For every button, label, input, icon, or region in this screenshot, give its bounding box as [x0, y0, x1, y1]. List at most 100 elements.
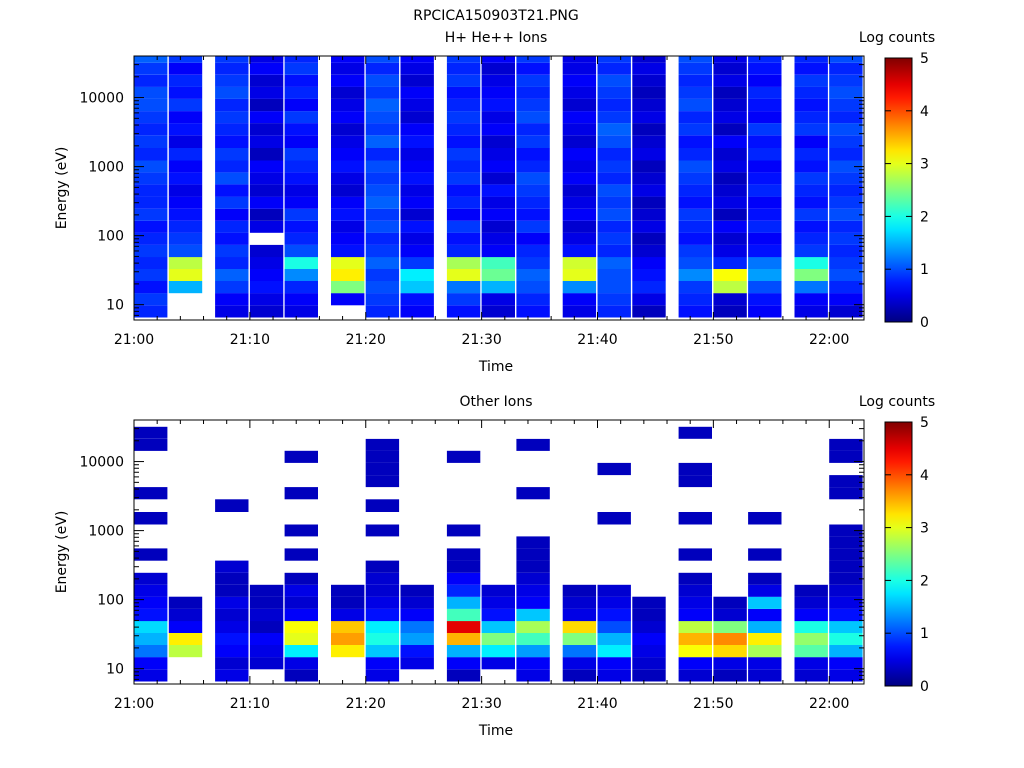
heatmap-cell	[748, 86, 782, 99]
heatmap-cell	[134, 257, 168, 269]
heatmap-cell	[168, 208, 203, 221]
heatmap-cell	[748, 56, 782, 63]
heatmap-cell	[829, 111, 863, 124]
heatmap-cell	[134, 98, 168, 112]
heatmap-cell	[400, 584, 434, 597]
heatmap-cell	[168, 98, 203, 112]
heatmap-cell	[516, 608, 550, 622]
heatmap-cell	[400, 62, 434, 75]
heatmap-cell	[678, 98, 712, 112]
heatmap-cell	[748, 123, 782, 136]
heatmap-cell	[794, 172, 828, 185]
heatmap-cell	[134, 269, 168, 281]
heatmap-cells	[134, 56, 863, 318]
heatmap-cell	[134, 232, 168, 245]
colorbar-tick-label: 4	[920, 104, 929, 120]
heatmap-cell	[678, 584, 712, 597]
heatmap-cell	[284, 548, 318, 561]
heatmap-cell	[249, 184, 284, 197]
heatmap-cell	[794, 184, 828, 197]
heatmap-cell	[829, 608, 863, 622]
heatmap-cell	[829, 657, 863, 670]
heatmap-cell	[829, 123, 863, 136]
heatmap-cell	[748, 281, 782, 294]
heatmap-cell	[481, 135, 515, 148]
heatmap-cell	[713, 669, 747, 682]
heatmap-cell	[249, 111, 284, 124]
heatmap-cell	[365, 524, 400, 537]
heatmap-cell	[678, 633, 712, 645]
y-tick-label: 10	[106, 298, 124, 314]
heatmap-cell	[168, 608, 203, 622]
heatmap-cell	[713, 184, 747, 197]
heatmap-cell	[516, 232, 550, 245]
heatmap-cell	[829, 305, 863, 318]
heatmap-cell	[562, 244, 597, 258]
heatmap-cell	[365, 184, 400, 197]
heatmap-cell	[562, 657, 597, 670]
heatmap-cell	[331, 111, 365, 124]
heatmap-cell	[446, 621, 481, 633]
y-axis-label: Energy (eV)	[54, 511, 70, 594]
heatmap-cell	[678, 608, 712, 622]
heatmap-cell	[331, 172, 365, 185]
heatmap-cell	[597, 269, 631, 281]
heatmap-cell	[678, 281, 712, 294]
heatmap-cell	[713, 86, 747, 99]
heatmap-cell	[365, 462, 400, 476]
heatmap-cell	[481, 596, 515, 609]
heatmap-cell	[562, 269, 597, 281]
heatmap-cell	[632, 74, 666, 87]
heatmap-cell	[829, 281, 863, 294]
heatmap-cell	[678, 257, 712, 269]
heatmap-cell	[400, 74, 434, 87]
heatmap-cell	[134, 645, 168, 658]
heatmap-cell	[562, 220, 597, 233]
x-tick-label: 21:30	[461, 332, 501, 348]
heatmap-cell	[516, 548, 550, 561]
heatmap-cell	[794, 123, 828, 136]
heatmap-cell	[284, 257, 318, 269]
heatmap-cell	[400, 196, 434, 209]
heatmap-cell	[794, 257, 828, 269]
heatmap-cell	[829, 536, 863, 549]
heatmap-cell	[748, 548, 782, 561]
x-axis-label: Time	[478, 723, 513, 739]
heatmap-cell	[632, 244, 666, 258]
heatmap-cell	[678, 160, 712, 173]
heatmap-cell	[215, 621, 249, 633]
heatmap-cell	[632, 232, 666, 245]
heatmap-cell	[678, 548, 712, 561]
panel-title: H+ He++ Ions	[445, 30, 548, 46]
heatmap-cell	[365, 98, 400, 112]
heatmap-cell	[829, 269, 863, 281]
heatmap-cell	[168, 621, 203, 633]
heatmap-cell	[678, 269, 712, 281]
heatmap-cell	[365, 172, 400, 185]
heatmap-cell	[249, 62, 284, 75]
heatmap-cell	[713, 74, 747, 87]
heatmap-cell	[713, 596, 747, 609]
heatmap-cell	[748, 244, 782, 258]
heatmap-cell	[678, 669, 712, 682]
heatmap-cell	[481, 305, 515, 318]
heatmap-cell	[331, 56, 365, 63]
heatmap-cell	[597, 86, 631, 99]
heatmap-cell	[215, 98, 249, 112]
heatmap-cell	[331, 596, 365, 609]
heatmap-cell	[713, 98, 747, 112]
heatmap-cell	[249, 633, 284, 645]
heatmap-cell	[562, 621, 597, 633]
heatmap-cell	[678, 232, 712, 245]
heatmap-cell	[168, 232, 203, 245]
heatmap-cell	[713, 269, 747, 281]
heatmap-cell	[331, 293, 365, 306]
heatmap-cell	[446, 98, 481, 112]
heatmap-cell	[632, 281, 666, 294]
heatmap-cell	[516, 62, 550, 75]
heatmap-cell	[134, 596, 168, 609]
heatmap-cell	[215, 160, 249, 173]
heatmap-cell	[829, 560, 863, 573]
heatmap-cell	[597, 98, 631, 112]
heatmap-cell	[446, 657, 481, 670]
